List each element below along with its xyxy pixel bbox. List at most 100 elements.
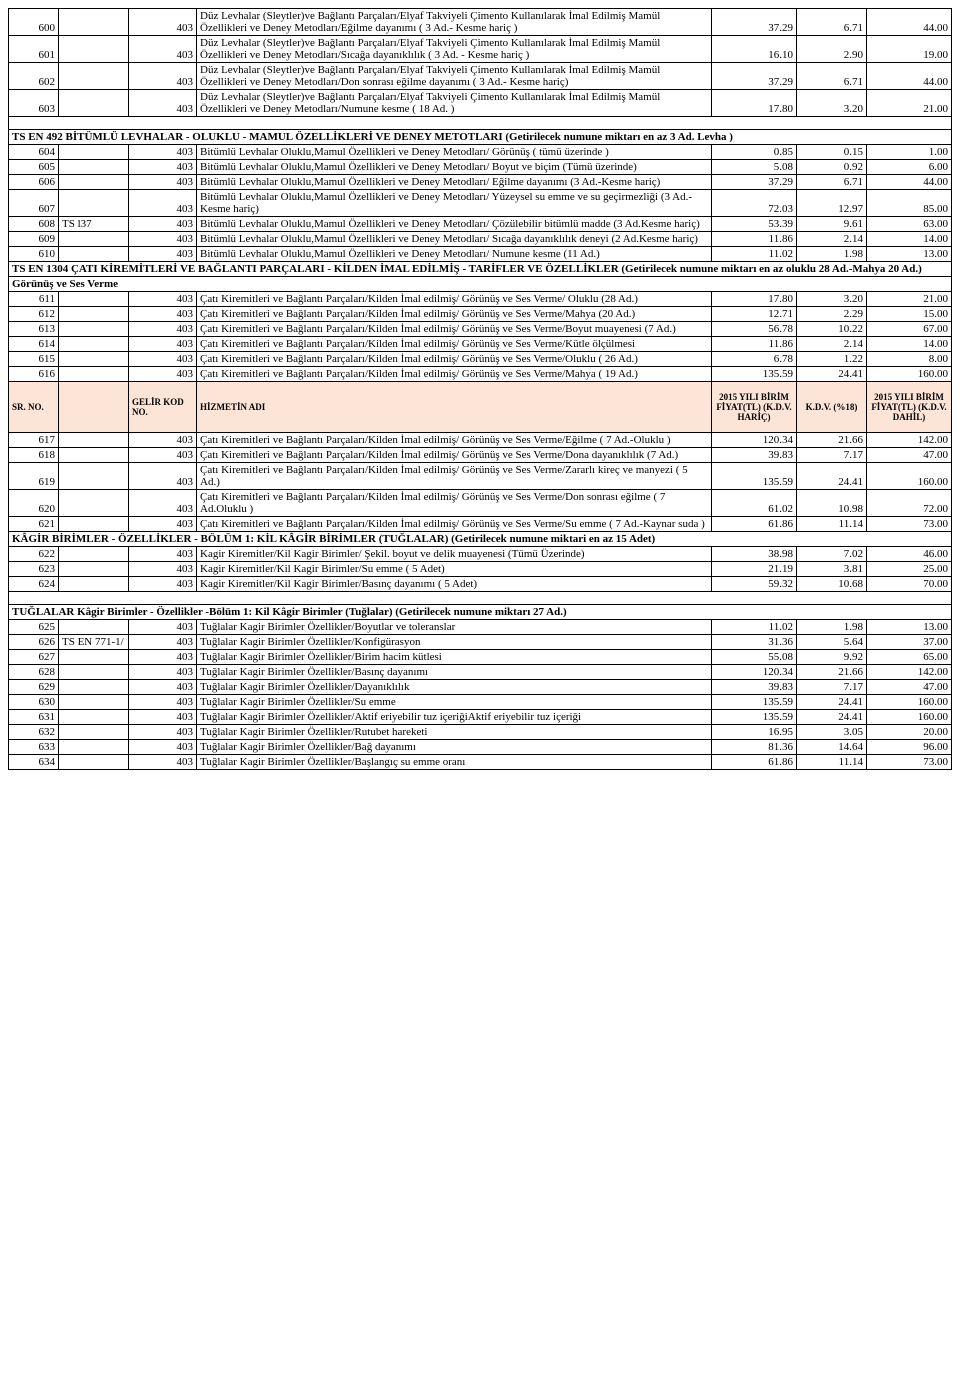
cell-n3: 46.00	[867, 547, 952, 562]
table-row: TS EN 1304 ÇATI KİREMİTLERİ VE BAĞLANTI …	[9, 262, 952, 277]
cell-kod: 403	[129, 490, 197, 517]
cell-n1: 5.08	[712, 160, 797, 175]
cell-desc: Tuğlalar Kagir Birimler Özellikler/Birim…	[197, 650, 712, 665]
cell-n2: 0.92	[797, 160, 867, 175]
cell-n1: 0.85	[712, 145, 797, 160]
cell-n3: 47.00	[867, 680, 952, 695]
cell-std	[59, 337, 129, 352]
cell-kod: 403	[129, 322, 197, 337]
cell-n1: 11.86	[712, 232, 797, 247]
cell-sr: 617	[9, 433, 59, 448]
table-row	[9, 117, 952, 130]
cell-n2: 2.29	[797, 307, 867, 322]
cell-desc: Düz Levhalar (Sleytler)ve Bağlantı Parça…	[197, 63, 712, 90]
cell-kod: 403	[129, 577, 197, 592]
cell-sr: 609	[9, 232, 59, 247]
cell-std	[59, 367, 129, 382]
table-row: 601403Düz Levhalar (Sleytler)ve Bağlantı…	[9, 36, 952, 63]
section-title: Görünüş ve Ses Verme	[9, 277, 952, 292]
cell-desc: Çatı Kiremitleri ve Bağlantı Parçaları/K…	[197, 448, 712, 463]
cell-n1: 81.36	[712, 740, 797, 755]
table-row: 609 403Bitümlü Levhalar Oluklu,Mamul Özel…	[9, 232, 952, 247]
cell-desc: Çatı Kiremitleri ve Bağlantı Parçaları/K…	[197, 463, 712, 490]
cell-n3: 72.00	[867, 490, 952, 517]
cell-n1: 61.02	[712, 490, 797, 517]
cell-sr: 600	[9, 9, 59, 36]
table-row: 616403Çatı Kiremitleri ve Bağlantı Parça…	[9, 367, 952, 382]
cell-std	[59, 307, 129, 322]
cell-kod: 403	[129, 680, 197, 695]
cell-n2: 1.22	[797, 352, 867, 367]
table-row: 631403Tuğlalar Kagir Birimler Özellikler…	[9, 710, 952, 725]
cell-sr: 613	[9, 322, 59, 337]
cell-kod: 403	[129, 547, 197, 562]
cell-n1: 6.78	[712, 352, 797, 367]
cell-n2: 10.22	[797, 322, 867, 337]
header-cell: SR. NO.	[9, 382, 59, 433]
cell-kod: 403	[129, 175, 197, 190]
cell-n1: 135.59	[712, 695, 797, 710]
table-row: 620403Çatı Kiremitleri ve Bağlantı Parça…	[9, 490, 952, 517]
cell-n2: 11.14	[797, 755, 867, 770]
cell-desc: Düz Levhalar (Sleytler)ve Bağlantı Parça…	[197, 90, 712, 117]
cell-n3: 63.00	[867, 217, 952, 232]
cell-desc: Tuğlalar Kagir Birimler Özellikler/Konfi…	[197, 635, 712, 650]
cell-std	[59, 577, 129, 592]
cell-kod: 403	[129, 217, 197, 232]
cell-n2: 0.15	[797, 145, 867, 160]
cell-n1: 17.80	[712, 90, 797, 117]
cell-std	[59, 665, 129, 680]
cell-n3: 1.00	[867, 145, 952, 160]
cell-n3: 6.00	[867, 160, 952, 175]
cell-sr: 605	[9, 160, 59, 175]
cell-kod: 403	[129, 448, 197, 463]
table-row: 627403Tuğlalar Kagir Birimler Özellikler…	[9, 650, 952, 665]
cell-kod: 403	[129, 232, 197, 247]
cell-desc: Çatı Kiremitleri ve Bağlantı Parçaları/K…	[197, 517, 712, 532]
cell-sr: 620	[9, 490, 59, 517]
cell-kod: 403	[129, 160, 197, 175]
table-header-row: SR. NO.GELİR KOD NO.HİZMETİN ADI2015 YIL…	[9, 382, 952, 433]
cell-sr: 614	[9, 337, 59, 352]
cell-n2: 9.61	[797, 217, 867, 232]
cell-std	[59, 433, 129, 448]
cell-sr: 603	[9, 90, 59, 117]
cell-kod: 403	[129, 63, 197, 90]
table-row: 603403Düz Levhalar (Sleytler)ve Bağlantı…	[9, 90, 952, 117]
cell-std	[59, 562, 129, 577]
cell-sr: 628	[9, 665, 59, 680]
header-cell	[59, 382, 129, 433]
cell-n3: 142.00	[867, 665, 952, 680]
cell-n1: 135.59	[712, 367, 797, 382]
table-row: KÂGİR BİRİMLER - ÖZELLİKLER - BÖLÜM 1: K…	[9, 532, 952, 547]
cell-n1: 17.80	[712, 292, 797, 307]
cell-desc: Kagir Kiremitler/Kil Kagir Birimler/Bası…	[197, 577, 712, 592]
cell-std	[59, 322, 129, 337]
cell-n2: 21.66	[797, 433, 867, 448]
cell-n3: 13.00	[867, 247, 952, 262]
cell-desc: Bitümlü Levhalar Oluklu,Mamul Özellikler…	[197, 232, 712, 247]
cell-kod: 403	[129, 433, 197, 448]
cell-sr: 622	[9, 547, 59, 562]
cell-n1: 21.19	[712, 562, 797, 577]
table-row: 630403Tuğlalar Kagir Birimler Özellikler…	[9, 695, 952, 710]
cell-desc: Çatı Kiremitleri ve Bağlantı Parçaları/K…	[197, 322, 712, 337]
cell-std	[59, 650, 129, 665]
cell-n2: 2.90	[797, 36, 867, 63]
cell-n2: 10.98	[797, 490, 867, 517]
cell-std	[59, 725, 129, 740]
cell-sr: 621	[9, 517, 59, 532]
cell-n3: 160.00	[867, 710, 952, 725]
cell-n1: 39.83	[712, 448, 797, 463]
cell-n3: 47.00	[867, 448, 952, 463]
cell-std	[59, 247, 129, 262]
cell-sr: 633	[9, 740, 59, 755]
cell-n1: 12.71	[712, 307, 797, 322]
cell-n2: 3.20	[797, 90, 867, 117]
table-row: 623403Kagir Kiremitler/Kil Kagir Birimle…	[9, 562, 952, 577]
cell-desc: Tuğlalar Kagir Birimler Özellikler/Dayan…	[197, 680, 712, 695]
cell-std	[59, 695, 129, 710]
table-row: 621403Çatı Kiremitleri ve Bağlantı Parça…	[9, 517, 952, 532]
cell-n3: 142.00	[867, 433, 952, 448]
cell-sr: 625	[9, 620, 59, 635]
